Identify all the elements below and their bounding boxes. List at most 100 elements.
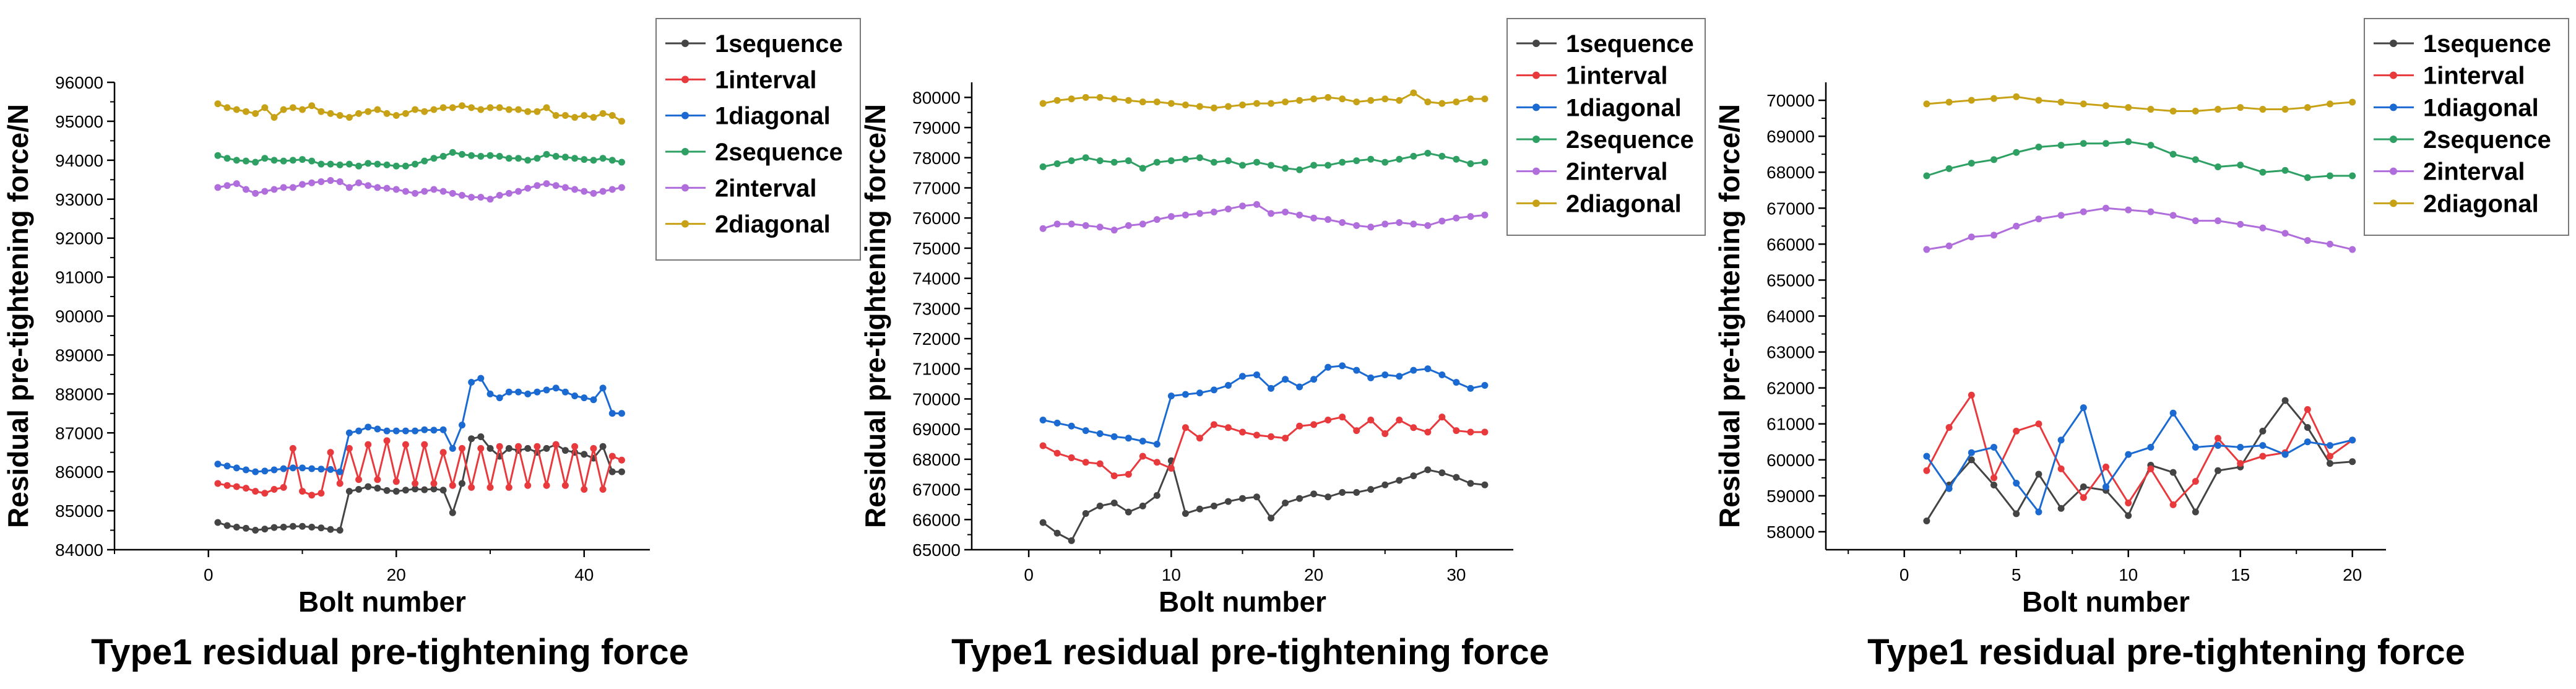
data-point	[486, 104, 494, 111]
data-point	[1467, 480, 1474, 487]
series-line	[217, 440, 623, 496]
data-point	[1923, 172, 1930, 180]
data-point	[515, 388, 522, 396]
data-point	[1110, 500, 1118, 506]
data-point	[581, 188, 588, 195]
data-point	[1210, 158, 1217, 166]
data-point	[599, 443, 607, 450]
data-point	[1296, 166, 1303, 173]
data-point	[336, 161, 344, 168]
data-point	[458, 422, 465, 429]
data-point	[2035, 144, 2042, 151]
data-point	[468, 378, 475, 386]
y-tick-label: 86000	[55, 462, 103, 482]
data-point	[449, 149, 456, 156]
y-tick-label: 93000	[55, 190, 103, 209]
data-point	[261, 526, 269, 533]
data-point	[1296, 422, 1303, 430]
data-point	[2080, 404, 2087, 412]
series-1interval	[1039, 414, 1489, 480]
data-point	[1339, 95, 1346, 103]
data-point	[214, 519, 222, 526]
data-point	[392, 162, 400, 170]
data-point	[1139, 438, 1146, 445]
chart-caption: Type1 residual pre-tightening force	[951, 632, 1549, 672]
data-point	[223, 182, 231, 189]
data-point	[336, 527, 344, 534]
data-point	[581, 394, 588, 402]
y-tick-label: 72000	[912, 329, 961, 349]
data-point	[590, 396, 597, 404]
data-point	[449, 482, 456, 489]
data-point	[1353, 366, 1360, 374]
data-point	[233, 464, 240, 472]
data-point	[1182, 391, 1189, 398]
data-point	[1196, 103, 1203, 110]
legend-label: 2sequence	[2423, 126, 2551, 154]
data-point	[505, 444, 512, 452]
data-point	[1438, 414, 1446, 421]
data-point	[2215, 106, 2221, 113]
y-tick-label: 85000	[55, 501, 103, 521]
data-point	[214, 100, 222, 108]
data-point	[1424, 365, 1432, 373]
data-point	[2259, 427, 2267, 435]
data-point	[1268, 100, 1275, 107]
legend-label: 2diagonal	[715, 211, 831, 238]
data-point	[2035, 420, 2042, 428]
data-point	[2080, 483, 2087, 490]
data-point	[1367, 97, 1375, 104]
series-1sequence	[1039, 457, 1489, 544]
x-axis-label: Bolt number	[1159, 586, 1326, 618]
data-point	[2237, 104, 2244, 111]
data-point	[252, 189, 259, 197]
data-point	[318, 466, 325, 473]
data-point	[2237, 220, 2244, 228]
y-tick-label: 77000	[912, 178, 961, 197]
legend-box	[655, 18, 861, 261]
data-point	[1224, 382, 1232, 389]
data-point	[2169, 501, 2177, 508]
data-point	[1367, 155, 1375, 163]
data-point	[252, 468, 259, 475]
data-point	[1082, 510, 1089, 518]
data-point	[468, 194, 475, 201]
y-tick-label: 96000	[55, 73, 103, 92]
data-point	[365, 483, 372, 490]
data-point	[355, 485, 363, 493]
data-point	[223, 104, 231, 111]
data-point	[439, 104, 447, 111]
data-point	[1339, 362, 1346, 370]
data-point	[1453, 214, 1460, 222]
data-point	[2281, 230, 2289, 237]
data-point	[524, 157, 532, 164]
data-point	[345, 160, 353, 168]
data-point	[1125, 508, 1132, 516]
data-point	[2080, 140, 2087, 147]
legend-swatch-marker	[681, 220, 689, 228]
data-point	[1968, 160, 1975, 167]
data-point	[261, 104, 269, 111]
data-point	[477, 433, 485, 441]
data-point	[1325, 93, 1332, 101]
series-1interval	[214, 437, 625, 499]
data-point	[299, 522, 306, 530]
legend-swatch-marker	[681, 184, 689, 192]
data-point	[1053, 220, 1061, 228]
data-point	[1410, 472, 1417, 480]
y-tick-label: 84000	[55, 540, 103, 560]
y-tick-label: 69000	[1766, 127, 1815, 146]
data-point	[2013, 149, 2020, 156]
data-point	[1068, 537, 1075, 544]
series-2interval	[214, 177, 625, 203]
data-point	[1968, 449, 1975, 456]
data-point	[2103, 463, 2109, 470]
data-point	[2057, 465, 2065, 472]
data-point	[2349, 172, 2356, 180]
y-tick-label: 87000	[55, 423, 103, 443]
data-point	[223, 482, 231, 489]
data-point	[233, 106, 240, 113]
data-point	[299, 156, 306, 163]
data-point	[2080, 208, 2087, 215]
data-point	[299, 464, 306, 472]
